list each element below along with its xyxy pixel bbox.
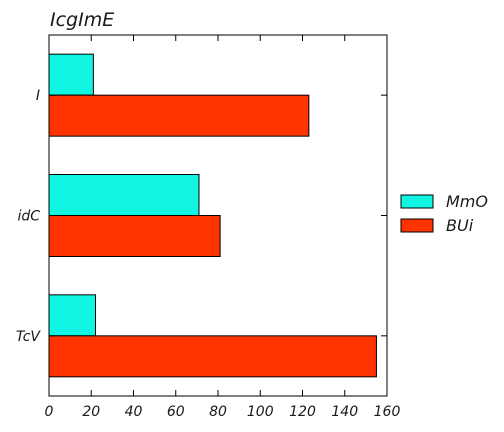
y-tick-label: TcV [16,329,42,345]
bar-BUi-TcV [48,335,377,378]
legend-label-MmO: MmO [446,192,488,211]
y-tick-label: I [36,88,40,104]
bar-BUi-I [48,94,310,137]
bar-MmO-TcV [48,294,96,337]
bar-BUi-idC [48,215,221,257]
x-tick-label: 40 [125,404,143,420]
x-tick-label: 100 [247,404,274,420]
bar-MmO-idC [48,174,200,216]
x-tick-label: 20 [82,404,100,420]
x-tick-label: 120 [289,404,316,420]
plot-frame [48,34,388,397]
legend-swatch-MmO [400,194,434,209]
x-tick-label: 0 [45,404,54,420]
chart-title: IcgImE [50,9,114,31]
x-tick-label: 160 [374,404,401,420]
x-tick-label: 60 [167,404,185,420]
legend: MmO BUi [400,192,488,235]
legend-swatch-BUi [400,218,434,233]
legend-label-BUi: BUi [446,216,474,235]
x-tick-label: 140 [331,404,358,420]
y-tick-label: idC [17,209,40,225]
bar-MmO-I [48,53,94,96]
x-tick-label: 80 [209,404,227,420]
